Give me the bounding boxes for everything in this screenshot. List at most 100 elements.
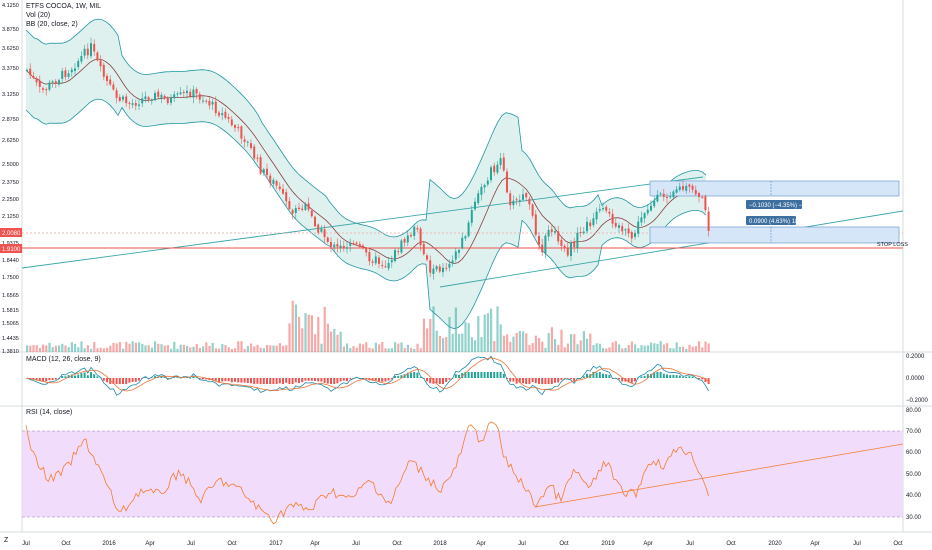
candle-body: [250, 143, 252, 148]
candle-body: [186, 90, 188, 94]
macd-axis-label: −0.2000: [906, 398, 929, 404]
volume-bar: [454, 307, 457, 352]
volume-bar: [435, 330, 438, 352]
candle-body: [131, 103, 134, 105]
volume-bar: [701, 347, 704, 352]
volume-bar: [637, 348, 640, 352]
volume-bar: [592, 345, 595, 352]
candle-body: [525, 193, 528, 198]
time-axis-label: Jul: [187, 541, 195, 547]
volume-bar: [96, 348, 99, 352]
macd-bar: [570, 378, 572, 380]
trendline-upper[interactable]: [21, 176, 704, 269]
candle-body: [621, 226, 624, 232]
candle-body: [560, 239, 563, 246]
volume-bar: [381, 342, 384, 352]
volume-bar: [445, 337, 448, 352]
candle-body: [160, 94, 163, 98]
macd-bar: [51, 378, 54, 380]
macd-bar: [202, 378, 204, 380]
measure-label-top-bg: [746, 200, 802, 209]
macd-bar: [426, 378, 428, 382]
macd-bar: [435, 378, 438, 384]
volume-bar: [640, 345, 643, 352]
rsi-trendline[interactable]: [534, 443, 904, 508]
macd-bar: [672, 374, 675, 378]
volume-bar: [627, 345, 630, 352]
volume-bar: [38, 348, 41, 352]
time-axis-label: Apr: [310, 541, 319, 547]
volume-bar: [694, 346, 697, 352]
volume-bar: [166, 345, 169, 352]
candle-body: [646, 209, 649, 214]
candle-body: [74, 68, 76, 71]
macd-bar: [659, 372, 662, 378]
candle-body: [32, 75, 35, 78]
volume-bar: [704, 341, 707, 352]
macd-bar: [550, 378, 553, 384]
candle-body: [246, 141, 249, 143]
volume-bar: [368, 347, 371, 352]
volume-bar: [486, 313, 489, 352]
candle-body: [314, 216, 316, 227]
macd-bar: [147, 378, 150, 379]
macd-bar: [598, 372, 601, 378]
candle-body: [150, 100, 153, 102]
volume-bar: [653, 343, 656, 352]
candle-body: [685, 185, 688, 191]
price-axis[interactable]: 4.1250 3.8750 3.6250 3.3750 3.1250 2.8750 2.62…: [2, 3, 19, 355]
rsi-axis[interactable]: 80.00 70.00 60.00 50.00 40.00 30.00: [906, 408, 922, 521]
macd-bar: [304, 378, 307, 381]
candle-body: [688, 184, 691, 187]
volume-bar: [614, 341, 617, 352]
volume-bar: [371, 348, 374, 352]
volume-bars: [26, 300, 710, 352]
volume-bar: [534, 335, 537, 352]
macd-bar: [83, 372, 86, 378]
candle-body: [576, 232, 579, 249]
price-axis-label: 3.6250: [2, 46, 19, 52]
volume-bar: [698, 341, 701, 352]
volume-bar: [509, 341, 512, 352]
timezone-button[interactable]: Z: [4, 537, 9, 544]
macd-bar: [70, 374, 73, 378]
trendline-lower[interactable]: [439, 210, 904, 288]
measure-box-top[interactable]: [649, 180, 900, 197]
current-price-tag: 2.0080: [2, 231, 21, 237]
volume-bar: [576, 344, 579, 352]
volume-bar: [86, 345, 89, 352]
macd-bar: [547, 378, 550, 384]
macd-bar: [77, 374, 80, 378]
candle-body: [170, 97, 172, 103]
candle-body: [694, 189, 697, 195]
macd-bar: [653, 372, 656, 378]
candle-body: [701, 197, 704, 199]
candle-body: [640, 217, 643, 223]
time-axis-label: Jul: [853, 541, 861, 547]
macd-bar: [387, 378, 390, 381]
candle-body: [38, 81, 41, 87]
time-axis-label: Apr: [643, 541, 652, 547]
volume-bar: [74, 343, 77, 352]
time-axis[interactable]: Jul Oct 2016 Apr Jul Oct 2017 Apr Jul Oct 2018 Apr J…: [22, 541, 903, 547]
candle-body: [374, 256, 377, 264]
candle-body: [58, 80, 60, 85]
candle-body: [93, 43, 96, 52]
stop-loss-label: STOP LOSS: [877, 242, 908, 248]
candle-body: [269, 175, 272, 184]
macd-bar: [307, 378, 310, 381]
measure-box-bottom[interactable]: [649, 226, 900, 244]
volume-bar: [29, 345, 32, 352]
candle-body: [502, 157, 505, 171]
macd-bar: [467, 372, 470, 378]
volume-bar: [262, 348, 265, 352]
candle-body: [147, 97, 150, 100]
candle-body: [541, 244, 544, 253]
volume-bar: [304, 313, 307, 352]
macd-bar: [394, 376, 396, 378]
macd-bar: [573, 378, 576, 381]
macd-bar: [381, 378, 384, 382]
volume-bar: [102, 348, 105, 352]
macd-bar: [323, 378, 326, 383]
